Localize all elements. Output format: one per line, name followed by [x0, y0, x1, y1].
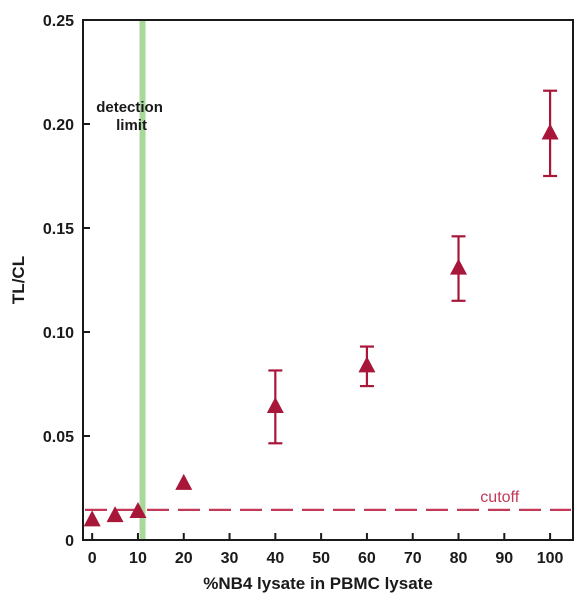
plot-frame [82, 19, 574, 541]
x-tick-label: 20 [175, 550, 193, 567]
data-point [266, 369, 284, 445]
x-tick-label: 10 [129, 550, 147, 567]
x-tick-label: 80 [450, 550, 468, 567]
x-tick-label: 70 [404, 550, 422, 567]
triangle-marker [450, 258, 468, 275]
x-axis: 0 10 20 30 40 50 60 70 80 90 100 [88, 533, 564, 567]
triangle-marker [129, 502, 147, 518]
data-series [83, 89, 559, 527]
data-point [450, 235, 468, 302]
y-tick-label: 0 [65, 533, 74, 550]
cutoff-label: cutoff [480, 489, 519, 506]
x-tick-label: 60 [358, 550, 376, 567]
y-axis-label: TL/CL [9, 256, 28, 304]
y-axis: 0 0.05 0.10 0.15 0.20 0.25 [43, 13, 90, 550]
x-tick-label: 50 [312, 550, 330, 567]
x-tick-label: 40 [266, 550, 284, 567]
x-axis-label: %NB4 lysate in PBMC lysate [203, 574, 433, 593]
triangle-marker [266, 396, 284, 413]
triangle-marker [358, 356, 376, 373]
data-point [129, 502, 147, 518]
y-tick-label: 0.10 [43, 325, 74, 342]
data-point [358, 345, 376, 388]
y-tick-label: 0.15 [43, 221, 74, 238]
y-tick-label: 0.20 [43, 117, 74, 134]
y-tick-label: 0.05 [43, 429, 74, 446]
detection-limit-label-line2: limit [116, 117, 147, 134]
x-tick-label: 30 [221, 550, 239, 567]
y-tick-label: 0.25 [43, 13, 74, 30]
detection-limit-label-line1: detection [96, 99, 163, 116]
triangle-marker [83, 510, 101, 527]
x-tick-label: 90 [495, 550, 513, 567]
x-tick-label: 0 [88, 550, 97, 567]
data-point [83, 510, 101, 527]
triangle-marker [541, 123, 559, 140]
detection-limit-line [139, 21, 146, 539]
x-tick-label: 100 [537, 550, 564, 567]
data-point [541, 89, 559, 178]
triangle-marker [175, 473, 193, 490]
data-point [175, 473, 193, 490]
data-point [106, 506, 124, 523]
triangle-marker [106, 506, 124, 523]
